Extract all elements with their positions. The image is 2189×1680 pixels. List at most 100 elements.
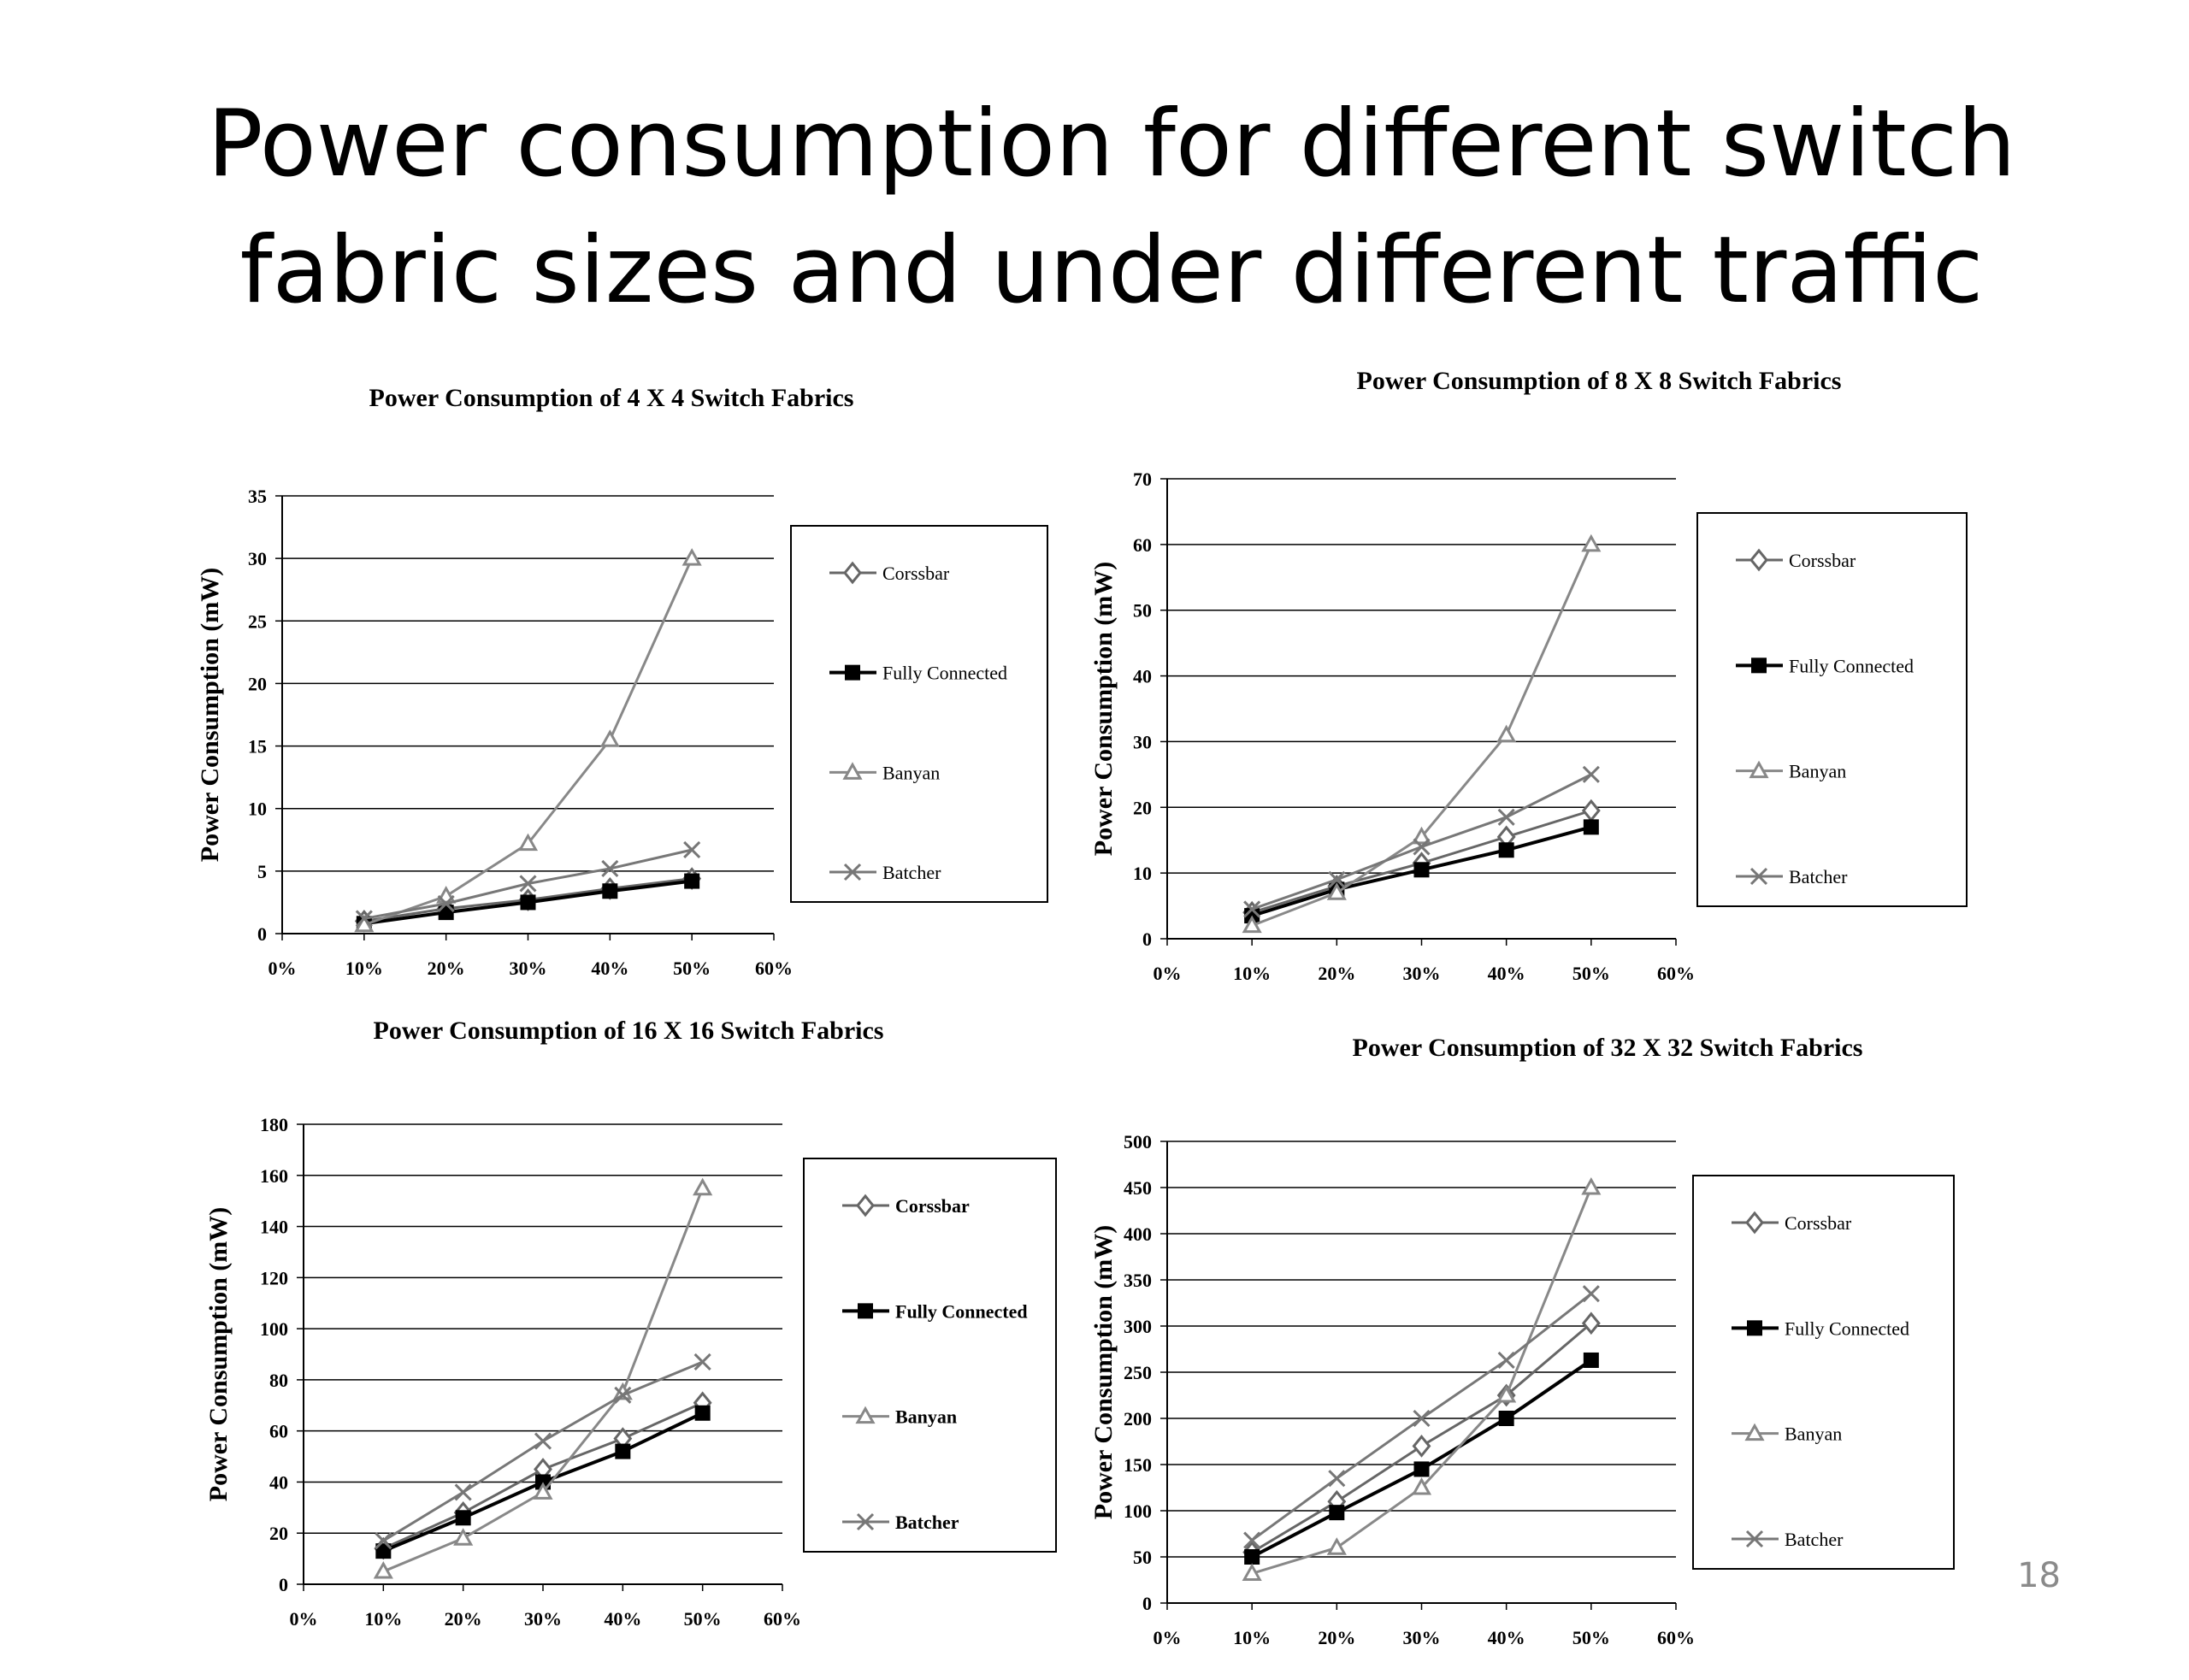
x-tick-label: 10% bbox=[345, 958, 383, 979]
data-point-batcher bbox=[683, 840, 701, 859]
data-point-fully-connected bbox=[684, 873, 700, 889]
y-tick-label: 180 bbox=[260, 1114, 288, 1135]
data-point-banyan bbox=[1496, 724, 1517, 743]
x-tick-label: 20% bbox=[445, 1608, 482, 1630]
data-point-batcher bbox=[375, 1532, 392, 1550]
data-point-fully-connected bbox=[1583, 1352, 1599, 1368]
data-point-batcher bbox=[1582, 1285, 1600, 1303]
x-tick-label: 20% bbox=[1318, 963, 1355, 984]
y-tick-label: 20 bbox=[248, 673, 267, 694]
x-tick-label: 30% bbox=[1403, 963, 1441, 984]
x-tick-label: 60% bbox=[764, 1608, 801, 1630]
data-point-batcher bbox=[1328, 870, 1346, 888]
data-point-banyan bbox=[1326, 882, 1347, 900]
legend-box bbox=[1696, 512, 1968, 907]
data-point-batcher bbox=[355, 910, 373, 928]
y-tick-label: 0 bbox=[279, 1574, 288, 1595]
legend-marker-banyan bbox=[855, 1406, 876, 1424]
data-point-fully-connected bbox=[520, 894, 536, 911]
data-point-banyan bbox=[533, 1482, 553, 1500]
legend-label-batcher: Batcher bbox=[1789, 866, 1848, 887]
chart-title: Power Consumption of 32 X 32 Switch Fabr… bbox=[1353, 1034, 1863, 1062]
legend-label-banyan: Banyan bbox=[1785, 1424, 1842, 1445]
y-tick-label: 0 bbox=[1142, 928, 1152, 950]
legend-marker-banyan bbox=[1744, 1423, 1765, 1441]
x-tick-label: 60% bbox=[1657, 963, 1695, 984]
legend-marker-corssbar bbox=[1749, 548, 1768, 572]
legend-label-batcher: Batcher bbox=[895, 1512, 959, 1533]
legend-marker-batcher bbox=[856, 1512, 875, 1531]
y-tick-label: 35 bbox=[248, 486, 267, 507]
legend-marker-banyan bbox=[1749, 760, 1769, 779]
series-line-banyan bbox=[363, 557, 693, 927]
y-tick-label: 140 bbox=[260, 1217, 288, 1238]
data-point-fully-connected bbox=[1498, 842, 1514, 858]
x-tick-label: 30% bbox=[524, 1608, 562, 1630]
x-tick-label: 20% bbox=[428, 958, 465, 979]
y-axis-label: Power Consumption (mW) bbox=[1089, 562, 1118, 856]
data-point-banyan bbox=[373, 1560, 393, 1579]
y-tick-label: 250 bbox=[1124, 1362, 1152, 1383]
data-point-banyan bbox=[1581, 1176, 1602, 1195]
y-tick-label: 70 bbox=[1133, 469, 1152, 490]
y-tick-label: 200 bbox=[1124, 1408, 1152, 1429]
y-tick-label: 400 bbox=[1124, 1223, 1152, 1245]
legend-marker-fully-connected bbox=[1747, 1320, 1762, 1336]
x-tick-label: 60% bbox=[755, 958, 793, 979]
y-tick-label: 500 bbox=[1124, 1131, 1152, 1152]
x-tick-label: 20% bbox=[1318, 1627, 1355, 1648]
data-point-corssbar bbox=[1581, 799, 1601, 822]
data-point-banyan bbox=[1242, 1563, 1262, 1581]
data-point-banyan bbox=[1411, 826, 1432, 845]
data-point-batcher bbox=[519, 875, 537, 893]
y-tick-label: 10 bbox=[248, 799, 267, 820]
data-point-fully-connected bbox=[1244, 1549, 1260, 1565]
x-tick-label: 10% bbox=[1233, 963, 1271, 984]
data-point-banyan bbox=[1326, 1537, 1347, 1555]
data-point-banyan bbox=[436, 886, 457, 904]
x-tick-label: 50% bbox=[1572, 963, 1610, 984]
data-point-fully-connected bbox=[1583, 819, 1599, 835]
series-line-fully-connected bbox=[1251, 1359, 1592, 1559]
data-point-banyan bbox=[681, 548, 702, 566]
data-point-fully-connected bbox=[1413, 1461, 1430, 1477]
legend-marker-fully-connected bbox=[1751, 657, 1767, 674]
x-tick-label: 0% bbox=[1154, 963, 1182, 984]
data-point-banyan bbox=[1242, 915, 1262, 934]
data-point-fully-connected bbox=[1413, 862, 1430, 878]
legend-label-fully-connected: Fully Connected bbox=[895, 1300, 1028, 1322]
data-point-corssbar bbox=[1412, 1435, 1431, 1458]
data-point-batcher bbox=[614, 1386, 632, 1404]
x-tick-label: 10% bbox=[364, 1608, 402, 1630]
x-tick-label: 30% bbox=[1403, 1627, 1441, 1648]
legend-label-corssbar: Corssbar bbox=[1785, 1212, 1852, 1234]
y-tick-label: 50 bbox=[1133, 600, 1152, 622]
data-point-banyan bbox=[517, 833, 539, 852]
data-point-banyan bbox=[1496, 1384, 1517, 1403]
legend-label-banyan: Banyan bbox=[882, 762, 940, 783]
data-point-banyan bbox=[599, 729, 620, 747]
legend-label-fully-connected: Fully Connected bbox=[1789, 655, 1914, 676]
y-tick-label: 30 bbox=[248, 548, 267, 569]
data-point-batcher bbox=[601, 859, 619, 877]
chart-4x4: Power Consumption of 4 X 4 Switch Fabric… bbox=[175, 376, 1065, 1011]
x-tick-label: 40% bbox=[604, 1608, 641, 1630]
y-tick-label: 15 bbox=[248, 736, 267, 757]
series-line-batcher bbox=[382, 1360, 704, 1542]
x-tick-label: 50% bbox=[684, 1608, 722, 1630]
legend-label-corssbar: Corssbar bbox=[882, 563, 950, 584]
y-tick-label: 100 bbox=[260, 1318, 288, 1340]
legend-label-banyan: Banyan bbox=[895, 1406, 957, 1428]
legend-marker-batcher bbox=[1745, 1530, 1764, 1548]
chart-title: Power Consumption of 4 X 4 Switch Fabric… bbox=[369, 384, 854, 412]
y-tick-label: 0 bbox=[1142, 1593, 1152, 1614]
y-tick-label: 300 bbox=[1124, 1316, 1152, 1337]
y-tick-label: 30 bbox=[1133, 731, 1152, 752]
chart-svg: Power Consumption of 32 X 32 Switch Fabr… bbox=[1089, 1034, 1955, 1648]
y-tick-label: 50 bbox=[1133, 1547, 1152, 1568]
legend-marker-corssbar bbox=[856, 1194, 875, 1217]
data-point-corssbar bbox=[1581, 1312, 1601, 1335]
data-point-batcher bbox=[1243, 1531, 1261, 1549]
y-tick-label: 150 bbox=[1124, 1454, 1152, 1476]
legend-label-fully-connected: Fully Connected bbox=[882, 663, 1007, 684]
